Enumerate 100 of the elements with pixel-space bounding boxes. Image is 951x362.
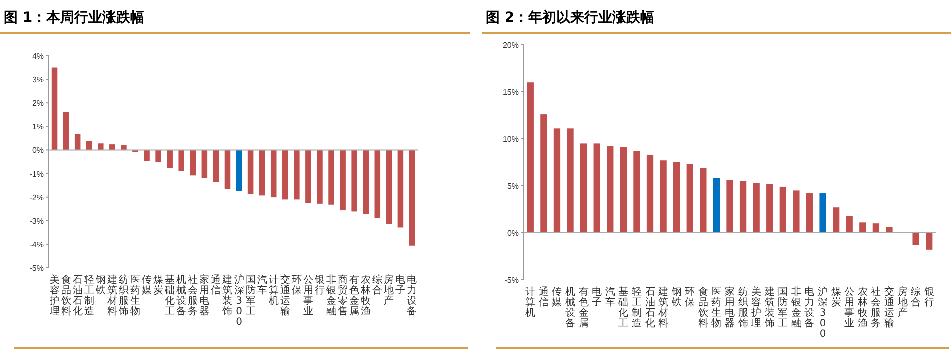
bar [294, 150, 300, 200]
y-tick-label: -3% [30, 216, 44, 226]
bar [167, 150, 173, 168]
x-tick-label: 汽车 [605, 286, 616, 308]
bar [398, 150, 404, 228]
bar [793, 190, 800, 233]
bar [282, 150, 288, 200]
x-tick-label: 煤炭 [154, 274, 164, 296]
x-tick-label: 综合 [911, 286, 922, 308]
x-tick-label: 国防军工 [246, 275, 256, 318]
y-tick-label: 3% [32, 76, 44, 85]
x-tick-label: 轻工制造 [84, 274, 94, 318]
x-tick-label: 医药生物 [130, 275, 140, 318]
bar [374, 150, 381, 218]
x-tick-label: 银行 [314, 275, 325, 296]
x-tick-label: 纺织服饰 [118, 274, 129, 318]
bar [328, 150, 334, 205]
x-tick-label: 环保 [292, 275, 302, 296]
bar [872, 224, 880, 233]
bar [178, 150, 184, 172]
bar [270, 150, 277, 198]
x-tick-label: 钢铁 [670, 287, 682, 308]
x-tick-label: 医药生物 [712, 287, 722, 330]
bar [580, 144, 588, 233]
bar [74, 134, 81, 150]
bar [766, 184, 774, 233]
x-tick-label: 环保 [685, 287, 696, 308]
bar [700, 168, 707, 233]
x-tick-label: 石油石化 [72, 275, 83, 318]
x-tick-label: 农林牧渔 [856, 287, 868, 330]
bar [567, 128, 574, 233]
x-tick-label: 公用事业 [844, 286, 855, 330]
x-tick-label: 食品饮料 [60, 274, 72, 318]
y-tick-label: 20% [502, 41, 519, 50]
x-tick-label: 公用事业 [303, 274, 314, 318]
x-tick-label: 传媒 [142, 275, 152, 296]
x-tick-label: 电子 [592, 286, 602, 308]
bar [554, 128, 561, 233]
y-tick-label: 5% [507, 182, 519, 191]
x-tick-label: 汽车 [257, 274, 268, 296]
bar [820, 194, 826, 233]
x-tick-label: 钢铁 [94, 275, 106, 296]
x-tick-label: 食品饮料 [697, 286, 708, 330]
bar [156, 150, 162, 162]
bar [224, 150, 231, 190]
x-tick-label: 建筑装饰 [222, 274, 233, 318]
bar [540, 114, 548, 233]
x-tick-label: 通信 [211, 274, 222, 296]
x-tick-label: 沪深300 [818, 286, 828, 340]
x-tick-label: 家用电器 [200, 274, 210, 318]
bar [63, 112, 70, 150]
bar [202, 150, 208, 178]
bar [660, 160, 667, 233]
bar [674, 162, 680, 233]
x-tick-label: 非银金融 [326, 274, 337, 318]
y-tick-label: 4% [32, 52, 44, 61]
x-tick-label: 计算机 [268, 274, 279, 307]
x-tick-label: 银行 [923, 287, 934, 308]
bar [860, 222, 866, 233]
bar [780, 186, 786, 233]
x-tick-label: 国防军工 [778, 287, 788, 330]
bar [713, 178, 720, 233]
bar [363, 150, 369, 214]
x-tick-label: 电子 [396, 274, 406, 296]
x-tick-label: 农林牧渔 [360, 275, 372, 318]
x-tick-label: 交通运输 [884, 286, 894, 330]
x-tick-label: 房地产 [896, 286, 908, 319]
bar [594, 144, 600, 233]
x-tick-label: 纺织服饰 [737, 286, 748, 330]
x-tick-label: 商贸零售 [338, 274, 348, 318]
bar [236, 150, 242, 192]
x-tick-label: 有色金属 [578, 286, 589, 330]
bar [259, 150, 266, 196]
y-tick-label: 2% [32, 99, 44, 108]
y-tick-label: 0% [32, 146, 44, 156]
bar [726, 180, 734, 233]
x-tick-label: 社会服务 [188, 274, 198, 318]
x-tick-label: 综合 [372, 274, 383, 296]
bar [620, 147, 627, 233]
x-tick-label: 美容护理 [750, 286, 762, 330]
bar [340, 150, 346, 211]
y-tick-label: -5% [504, 276, 519, 285]
bar [686, 164, 694, 233]
x-tick-label: 煤炭 [831, 286, 842, 308]
bar [213, 150, 220, 182]
bar [806, 194, 814, 233]
x-tick-label: 美容护理 [48, 274, 60, 318]
bar [352, 150, 358, 212]
bar [634, 151, 640, 233]
x-tick-label: 电力设备 [407, 274, 418, 318]
y-tick-label: -4% [30, 240, 44, 250]
bar [306, 150, 312, 204]
bar [912, 233, 920, 246]
y-tick-label: -2% [30, 193, 44, 202]
x-tick-label: 建筑装饰 [764, 286, 775, 330]
bar [190, 150, 196, 176]
y-tick-label: 0% [507, 229, 519, 238]
x-tick-label: 电力设备 [804, 286, 815, 330]
x-tick-label: 基础化工 [618, 286, 629, 330]
bar [98, 144, 104, 150]
